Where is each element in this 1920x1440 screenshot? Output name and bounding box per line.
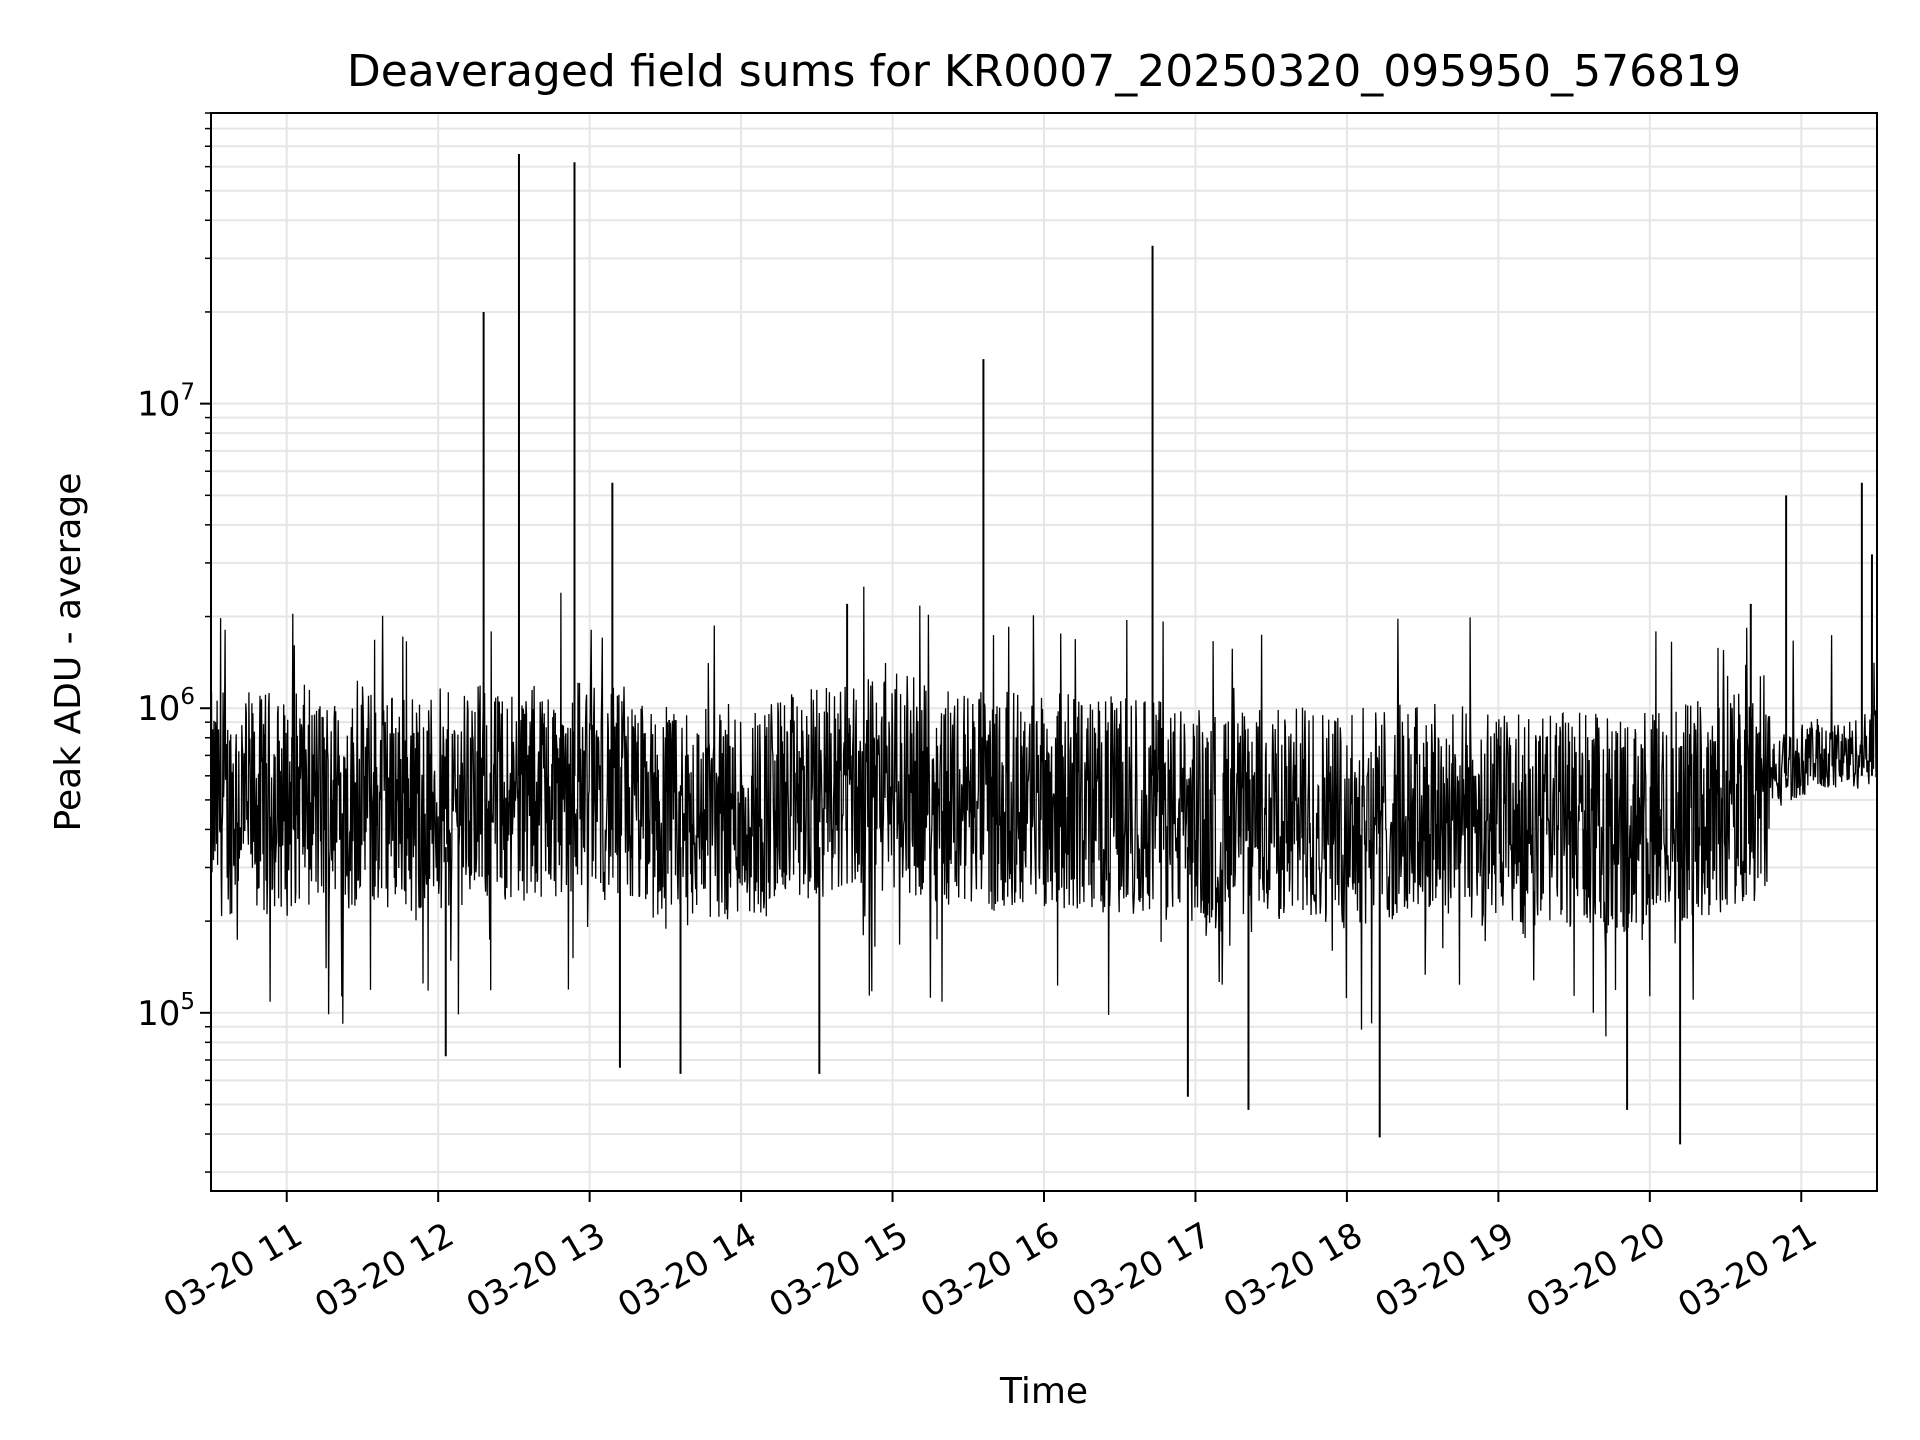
x-tick-label: 03-20 12: [308, 1215, 460, 1326]
x-tick-label: 03-20 14: [611, 1215, 763, 1326]
y-tick-exponent: 6: [180, 684, 195, 710]
y-tick-label: 107: [137, 380, 195, 425]
x-tick-label: 03-20 20: [1520, 1215, 1672, 1326]
x-tick-label: 03-20 19: [1368, 1215, 1520, 1326]
y-tick-base: 10: [137, 689, 180, 729]
y-tick-label: 105: [137, 989, 195, 1034]
y-tick-base: 10: [137, 385, 180, 425]
x-tick-label: 03-20 21: [1671, 1215, 1823, 1326]
y-axis-label: Peak ADU - average: [48, 473, 89, 832]
y-tick-exponent: 7: [180, 380, 195, 406]
y-tick-base: 10: [137, 994, 180, 1034]
chart-title: Deaveraged field sums for KR0007_2025032…: [347, 46, 1741, 97]
x-tick-label: 03-20 11: [157, 1215, 309, 1326]
x-tick-label: 03-20 18: [1217, 1215, 1369, 1326]
series-line: [210, 154, 1878, 1145]
x-axis-label: Time: [999, 1371, 1088, 1412]
series-trace: [210, 586, 1878, 1037]
y-tick-exponent: 5: [180, 989, 195, 1015]
x-tick-label: 03-20 13: [460, 1215, 612, 1326]
x-axis: 03-20 11 03-20 12 03-20 13 03-20 14 03-20 15…: [157, 1191, 1824, 1326]
x-tick-label: 03-20 15: [763, 1215, 915, 1326]
x-tick-label: 03-20 16: [914, 1215, 1066, 1326]
x-tick-label: 03-20 17: [1066, 1215, 1218, 1326]
y-tick-label: 106: [137, 684, 195, 729]
